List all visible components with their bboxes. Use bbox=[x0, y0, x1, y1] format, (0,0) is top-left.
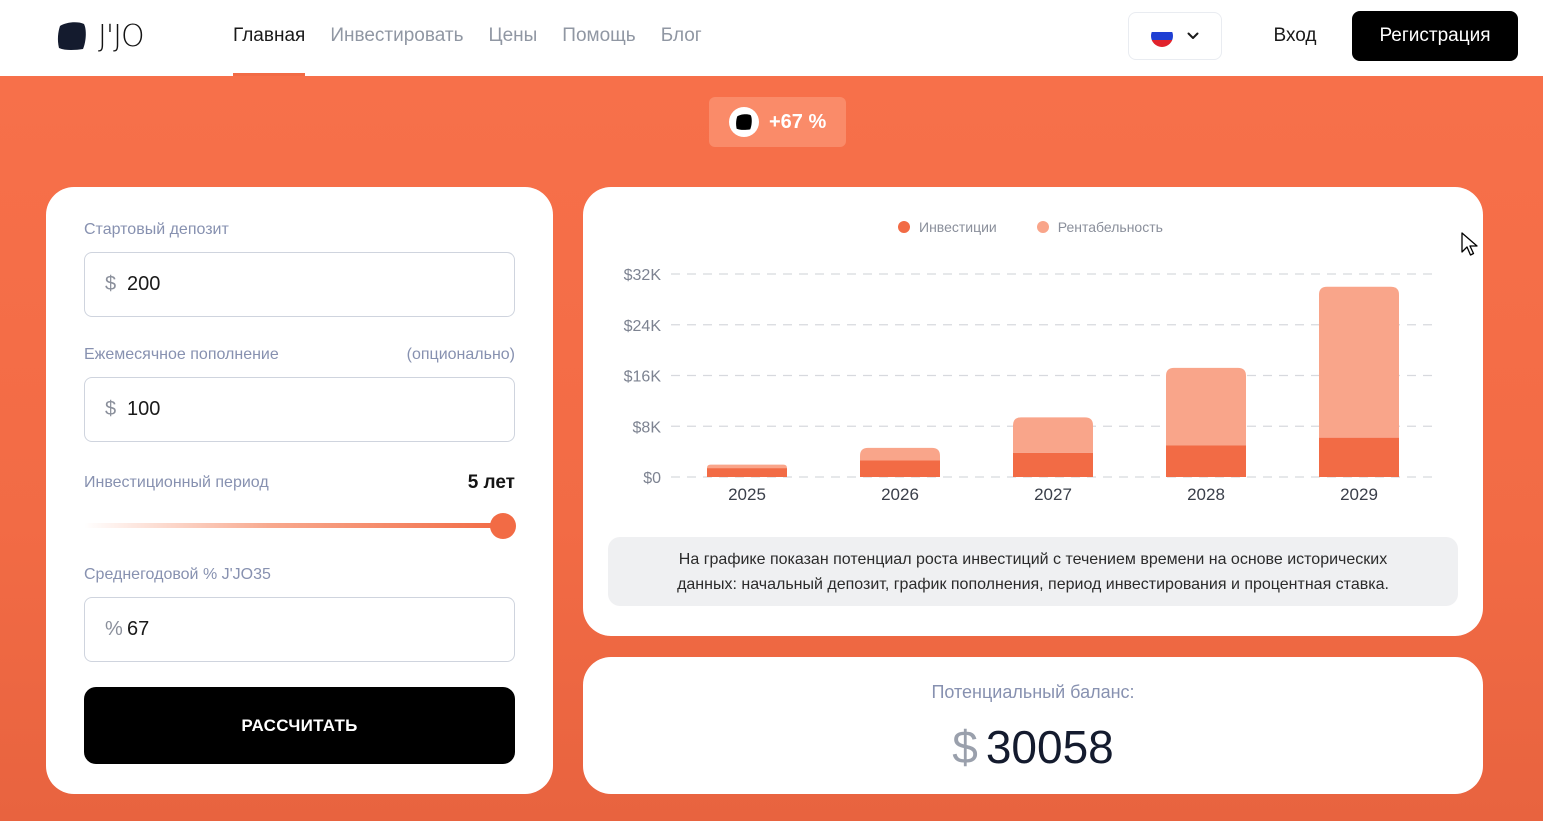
legend-label: Рентабельность bbox=[1057, 219, 1163, 235]
y-tick-label: $24K bbox=[624, 318, 662, 335]
bar-investments-2025[interactable] bbox=[707, 468, 787, 477]
y-tick-label: $0 bbox=[643, 470, 661, 487]
logo[interactable]: J'JO bbox=[56, 17, 156, 55]
y-tick-label: $16K bbox=[624, 369, 662, 386]
register-button[interactable]: Регистрация bbox=[1352, 11, 1518, 61]
bar-profitability-2027[interactable] bbox=[1013, 417, 1093, 453]
chevron-down-icon bbox=[1187, 32, 1199, 39]
balance-amount: 30058 bbox=[985, 721, 1114, 773]
nav-item-home[interactable]: Главная bbox=[233, 0, 306, 76]
start-deposit-field[interactable]: $ bbox=[84, 252, 515, 317]
balance-label: Потенциальный баланс: bbox=[931, 682, 1135, 702]
balance-value-row: $30058 bbox=[583, 720, 1483, 774]
legend-label: Инвестиции bbox=[919, 219, 997, 235]
legend-item-profitability[interactable]: Рентабельность bbox=[1036, 219, 1163, 235]
currency-prefix: $ bbox=[105, 398, 117, 420]
start-deposit-label: Стартовый депозит bbox=[84, 221, 229, 238]
period-label: Инвестиционный период bbox=[84, 474, 269, 491]
main-nav: Главная Инвестировать Цены Помощь Блог bbox=[233, 0, 727, 76]
bar-investments-2027[interactable] bbox=[1013, 452, 1093, 477]
legend-dot-icon bbox=[898, 221, 910, 233]
top-header: J'JO Главная Инвестировать Цены Помощь Б… bbox=[0, 0, 1543, 76]
rate-input[interactable] bbox=[127, 618, 487, 641]
period-slider-thumb[interactable] bbox=[490, 513, 516, 539]
mouse-pointer-icon bbox=[1461, 232, 1478, 256]
logo-blob-icon bbox=[57, 22, 86, 50]
legend-item-investments[interactable]: Инвестиции bbox=[898, 219, 997, 235]
x-tick-label: 2026 bbox=[881, 485, 919, 504]
russia-flag-icon bbox=[1151, 25, 1173, 47]
balance-currency: $ bbox=[952, 721, 978, 773]
rate-field[interactable]: % bbox=[84, 597, 515, 662]
nav-item-invest[interactable]: Инвестировать bbox=[330, 25, 464, 46]
bar-profitability-2029[interactable] bbox=[1319, 286, 1399, 438]
bar-profitability-2028[interactable] bbox=[1166, 367, 1246, 446]
chart-card: Инвестиции Рентабельность $0 $8K $16K $24K $… bbox=[583, 187, 1483, 636]
x-tick-label: 2027 bbox=[1034, 485, 1072, 504]
percent-prefix: % bbox=[105, 618, 123, 640]
nav-item-prices[interactable]: Цены bbox=[488, 25, 538, 46]
legend-dot-icon bbox=[1036, 221, 1049, 233]
nav-item-help[interactable]: Помощь bbox=[562, 25, 636, 46]
logo-blob-icon bbox=[729, 107, 759, 137]
chart-legend: Инвестиции Рентабельность bbox=[898, 219, 1163, 235]
return-badge: +67 % bbox=[709, 97, 846, 147]
bar-investments-2028[interactable] bbox=[1166, 445, 1246, 477]
monthly-optional-hint: (опционально) bbox=[406, 346, 515, 363]
language-selector[interactable] bbox=[1128, 12, 1222, 60]
stacked-bar-chart: $0 $8K $16K $24K $32K 2025 2026 2027 2028 2029 bbox=[624, 267, 1435, 504]
x-tick-label: 2025 bbox=[728, 485, 766, 504]
y-tick-label: $8K bbox=[633, 419, 662, 436]
monthly-input[interactable] bbox=[127, 398, 487, 421]
calculator-card: Стартовый депозит $ Ежемесячное пополнен… bbox=[46, 187, 553, 794]
start-deposit-input[interactable] bbox=[127, 273, 487, 296]
chart-description: На графике показан потенциал роста инвес… bbox=[608, 537, 1458, 606]
bar-profitability-2026[interactable] bbox=[860, 447, 940, 461]
balance-card: Потенциальный баланс: $30058 bbox=[583, 657, 1483, 794]
nav-item-blog[interactable]: Блог bbox=[660, 25, 702, 46]
monthly-label: Ежемесячное пополнение bbox=[84, 346, 279, 363]
rate-label: Среднегодовой % J'JO35 bbox=[84, 566, 271, 583]
y-tick-label: $32K bbox=[624, 267, 662, 284]
x-tick-label: 2029 bbox=[1340, 485, 1378, 504]
period-value: 5 лет bbox=[467, 472, 515, 493]
period-slider-track[interactable] bbox=[84, 523, 504, 528]
bar-investments-2026[interactable] bbox=[860, 460, 940, 477]
x-tick-label: 2028 bbox=[1187, 485, 1225, 504]
login-button[interactable]: Вход bbox=[1273, 25, 1317, 46]
bar-profitability-2025[interactable] bbox=[707, 464, 787, 469]
currency-prefix: $ bbox=[105, 273, 117, 295]
calculate-button[interactable]: РАССЧИТАТЬ bbox=[84, 687, 515, 764]
logo-text: J'JO bbox=[98, 18, 145, 54]
monthly-field[interactable]: $ bbox=[84, 377, 515, 442]
badge-text: +67 % bbox=[769, 110, 827, 133]
bar-investments-2029[interactable] bbox=[1319, 437, 1399, 477]
